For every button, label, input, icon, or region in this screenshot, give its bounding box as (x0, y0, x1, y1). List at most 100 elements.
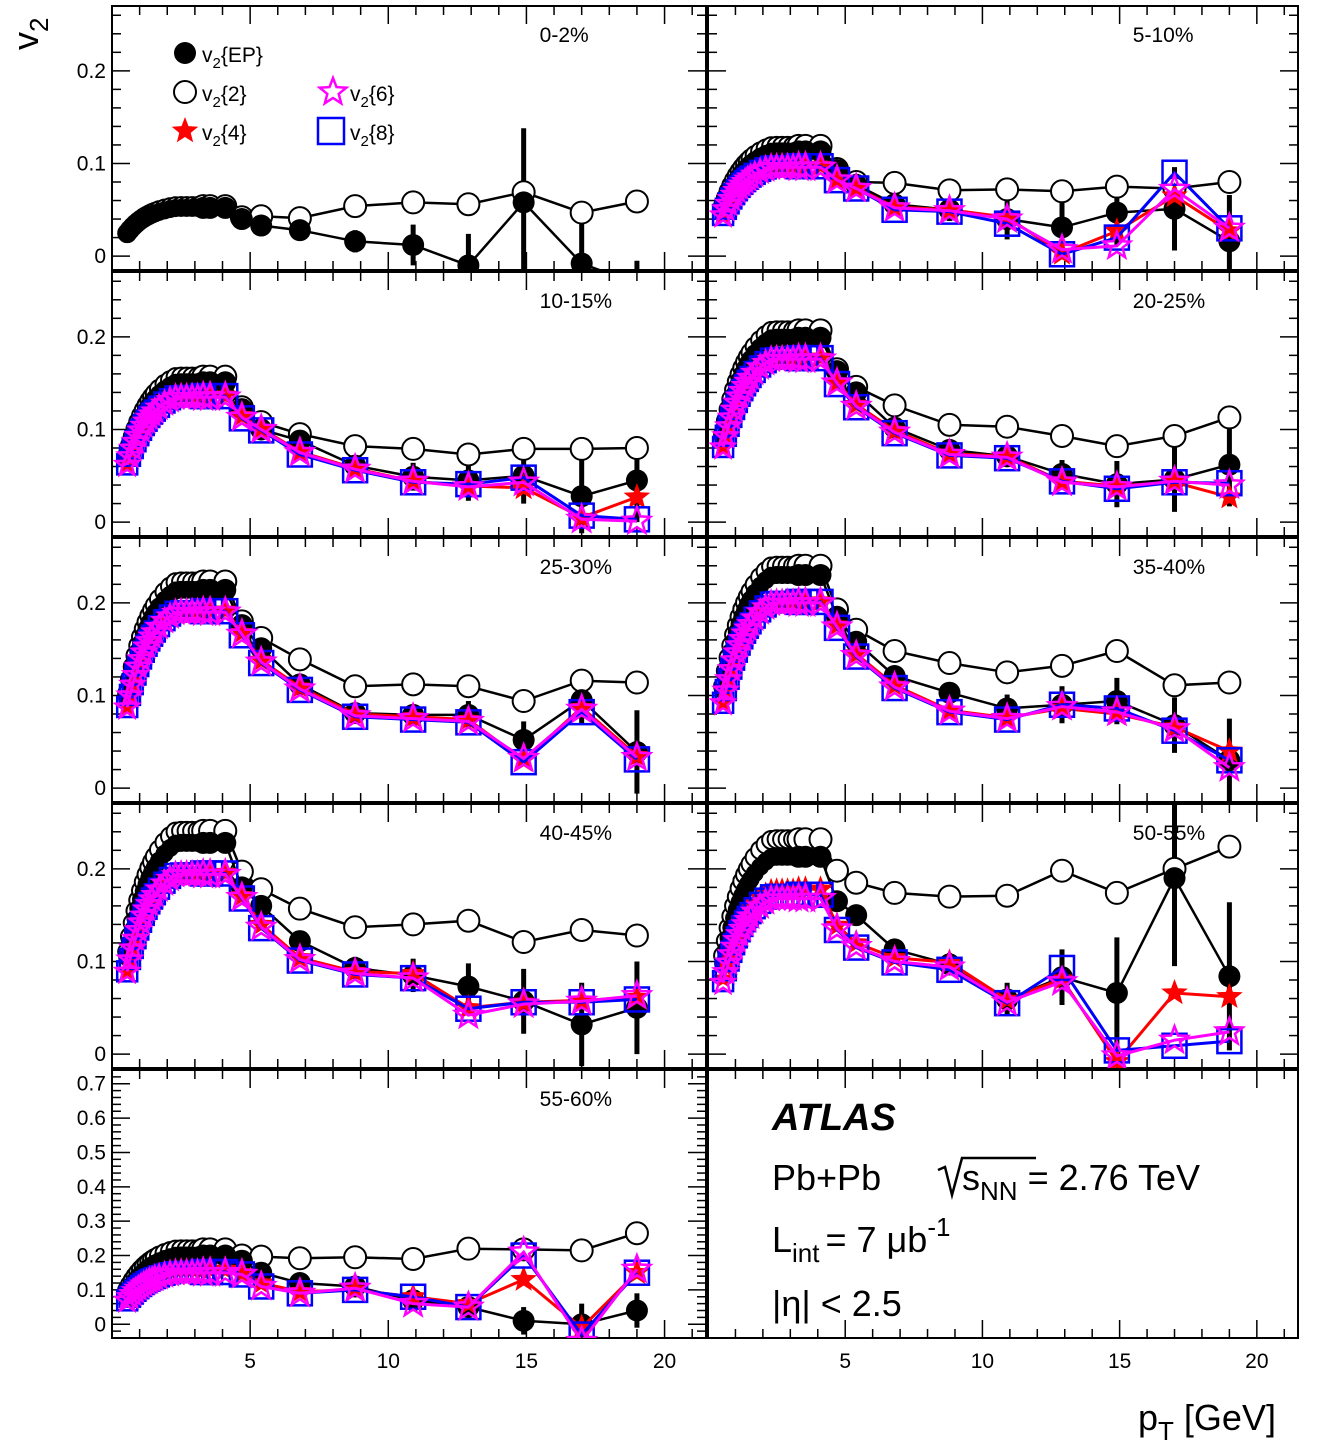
experiment-label: ATLAS (771, 1097, 896, 1139)
data-point-v6 (1212, 750, 1247, 783)
data-point-v6 (877, 190, 912, 223)
data-point-v6 (208, 594, 242, 627)
data-point-v2 (1104, 434, 1129, 459)
data-point-v2 (624, 1221, 649, 1246)
data-point-v6 (338, 698, 372, 731)
series-line-v4 (721, 599, 1231, 753)
data-point-v4 (286, 673, 314, 699)
data-point-v4 (1216, 217, 1243, 243)
data-point-v4 (1048, 965, 1076, 991)
data-point-v6 (877, 414, 912, 447)
data-point-v2 (1217, 834, 1242, 859)
data-point-v4 (1161, 979, 1188, 1005)
panel-40-45pct: 0 0.1 0.2 40-45% (77, 803, 707, 1069)
data-point-v4 (286, 943, 314, 970)
data-point-v4 (1103, 1047, 1131, 1068)
data-point-v8 (1048, 954, 1076, 982)
data-point-v6 (506, 740, 541, 773)
panel-frame (707, 271, 1299, 537)
data-point-v6 (225, 880, 259, 912)
plot-area (112, 818, 654, 1067)
centrality-label: 40-45% (540, 822, 612, 845)
data-point-v2 (287, 896, 312, 921)
plot-area (112, 364, 654, 536)
data-point-ep (845, 904, 868, 927)
data-point-v2 (1050, 653, 1074, 678)
legend-label-ep: v2{EP} (202, 44, 263, 72)
data-point-v2 (937, 651, 962, 676)
data-point-v8 (623, 986, 651, 1013)
data-point-v4 (993, 442, 1021, 468)
data-point-v6 (244, 909, 278, 942)
series-line-v6 (721, 165, 1231, 252)
legend-label-v2: v2{2} (202, 83, 247, 111)
data-point-v4 (807, 151, 834, 177)
eta-cut-label: |η| < 2.5 (772, 1283, 902, 1324)
data-point-v6 (932, 193, 967, 225)
energy-label: sNN = 2.76 TeV (962, 1157, 1200, 1206)
data-point-v4 (212, 858, 239, 884)
data-point-ep (794, 326, 817, 349)
data-point-v8 (936, 956, 963, 984)
data-point-v6 (620, 739, 654, 772)
y-tick-label: 0.6 (77, 1107, 106, 1130)
y-tick-label: 0.7 (77, 1073, 106, 1096)
data-point-v4 (212, 381, 239, 407)
data-point-v6 (1045, 464, 1079, 497)
plot-area (117, 128, 649, 270)
data-point-ep (199, 831, 222, 854)
data-point-v2 (511, 930, 536, 955)
y-tick-label: 0.2 (77, 858, 106, 881)
data-point-v4 (247, 910, 275, 936)
data-point-v6 (1100, 694, 1134, 727)
data-point-v4 (510, 1265, 537, 1291)
data-point-v2 (343, 915, 368, 940)
series-line-v4 (125, 393, 638, 520)
data-point-v6 (820, 365, 854, 398)
data-point-v6 (820, 162, 854, 195)
series-line-v4 (125, 871, 637, 1010)
y-tick-label: 0.4 (77, 1176, 107, 1199)
legend-item-v4: v2{4} (171, 117, 247, 150)
data-point-v2 (624, 189, 649, 214)
data-point-v2 (343, 674, 368, 699)
data-point-v6 (1045, 232, 1079, 264)
data-point-v2 (882, 639, 907, 664)
data-point-v4 (936, 948, 963, 974)
data-point-v8 (623, 1259, 651, 1286)
plot-area (708, 318, 1247, 512)
data-point-v4 (1103, 472, 1131, 498)
data-point-v8 (1048, 241, 1076, 268)
data-point-v4 (341, 700, 369, 726)
data-point-v2 (569, 436, 594, 461)
data-point-v6 (244, 1268, 278, 1301)
data-point-v6 (803, 149, 838, 182)
data-point-v2 (882, 393, 907, 418)
series-line-v6 (721, 601, 1231, 769)
legend-marker-v4 (171, 117, 199, 143)
series-line-v8 (125, 872, 637, 1011)
data-point-v6 (932, 949, 967, 982)
data-point-v2 (456, 192, 481, 217)
data-point-v6 (803, 341, 838, 374)
y-tick-label: 0 (94, 1313, 106, 1336)
legend-label-v8: v2{8} (350, 122, 395, 150)
x-tick-label: 20 (653, 1350, 676, 1373)
data-point-ep (512, 191, 535, 214)
data-point-v6 (1100, 469, 1134, 502)
data-point-v4 (228, 1258, 256, 1284)
y-tick-label: 0.2 (77, 326, 106, 349)
data-point-v4 (881, 416, 908, 442)
data-point-v6 (877, 943, 912, 976)
panel-5-10pct: 5-10% (707, 5, 1299, 271)
centrality-label: 55-60% (540, 1088, 612, 1111)
data-point-v2 (624, 670, 649, 695)
data-point-v4 (455, 705, 482, 731)
data-point-ep (1218, 965, 1241, 988)
legend-label-v6: v2{6} (350, 83, 395, 111)
data-point-v2 (995, 414, 1020, 439)
plot-area (112, 569, 654, 794)
data-point-ep (512, 728, 535, 751)
data-point-v6 (565, 691, 599, 724)
x-tick-label: 20 (1245, 1350, 1268, 1373)
